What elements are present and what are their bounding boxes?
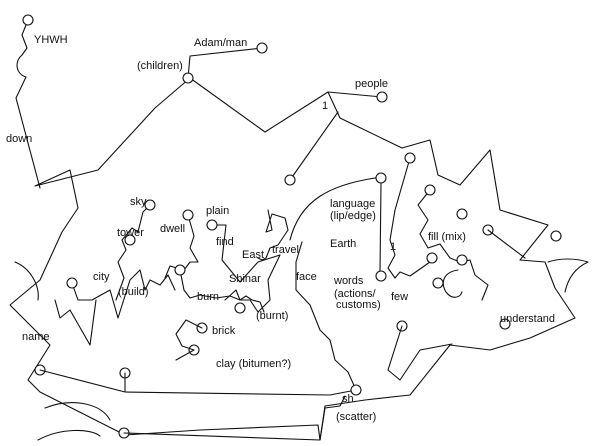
label-few: few <box>391 291 408 303</box>
label-burnt: (burnt) <box>256 310 288 322</box>
fill-node-c[interactable] <box>456 254 468 266</box>
right-lower-node[interactable] <box>432 277 444 289</box>
label-lip-edge: (lip/edge) <box>330 210 376 222</box>
burnt-node[interactable] <box>234 302 246 314</box>
few-top-node[interactable] <box>404 152 416 164</box>
label-yhwh: YHWH <box>34 34 68 46</box>
words-node[interactable] <box>375 270 387 282</box>
label-language: language <box>330 198 375 210</box>
fill-node-a[interactable] <box>424 184 436 196</box>
bottom-left-curve-b <box>37 429 101 441</box>
label-east: East <box>242 249 264 261</box>
label-brick: brick <box>212 325 236 337</box>
label-city: city <box>93 271 110 283</box>
language-curve <box>289 177 376 241</box>
label-scatter: (scatter) <box>336 411 376 423</box>
label-actions: (actions/ <box>334 288 377 300</box>
label-plain: plain <box>206 205 229 217</box>
label-adam: Adam/man <box>194 37 247 49</box>
label-face: face <box>296 271 317 283</box>
city-node[interactable] <box>66 277 78 289</box>
few-right-node[interactable] <box>426 252 438 264</box>
label-name: name <box>22 331 50 343</box>
label-earth-rest: arth <box>337 238 356 250</box>
right-hook <box>547 258 589 293</box>
few-line <box>387 157 431 279</box>
burn-line <box>179 269 265 313</box>
label-burn: burn <box>197 291 219 303</box>
label-earth-initial: E <box>330 238 337 250</box>
shinar-line <box>224 254 281 313</box>
label-one-top: 1 <box>322 100 328 112</box>
people-line <box>327 91 383 98</box>
understand-node[interactable] <box>499 318 511 330</box>
travel-line <box>257 209 289 261</box>
fill-diagonal-line <box>487 229 526 259</box>
language-node[interactable] <box>375 172 387 184</box>
label-shinar: Shinar <box>229 273 261 285</box>
adam-line <box>187 47 263 79</box>
face-line <box>295 241 357 391</box>
one-top-line <box>289 111 339 181</box>
label-one-mid: 1 <box>390 241 396 253</box>
label-words: words <box>333 275 364 287</box>
label-tower: tower <box>117 227 144 239</box>
scatter-line <box>123 395 346 441</box>
left-top-curve <box>14 261 39 301</box>
label-understand: understand <box>500 313 555 325</box>
label-children: (children) <box>137 60 183 72</box>
dwell-line <box>164 214 199 279</box>
label-sky: sky <box>130 196 147 208</box>
language-line <box>374 174 386 273</box>
label-earth: Earth <box>330 238 356 250</box>
outer-boundary-line <box>9 77 576 441</box>
right-upper-node[interactable] <box>550 230 562 242</box>
tower-node[interactable] <box>124 234 136 246</box>
fill-line <box>417 189 489 301</box>
label-sh: sh <box>342 393 354 405</box>
sky-node[interactable] <box>144 199 156 211</box>
children-node[interactable] <box>182 72 194 84</box>
build-line <box>54 299 97 346</box>
plain-node[interactable] <box>206 219 218 231</box>
sky-tower-line <box>115 204 151 301</box>
one-top-node[interactable] <box>284 174 296 186</box>
dwell-node[interactable] <box>182 209 194 221</box>
label-find: find <box>216 236 234 248</box>
fill-node-b[interactable] <box>456 208 468 220</box>
city-line <box>71 269 176 319</box>
right-mid-curve <box>442 269 463 298</box>
label-down: down <box>6 133 32 145</box>
adam-node[interactable] <box>256 42 268 54</box>
label-customs: customs) <box>336 299 381 311</box>
burn-node[interactable] <box>174 264 186 276</box>
label-people: people <box>355 78 388 90</box>
brick-line <box>175 319 203 361</box>
label-dwell: dwell <box>160 223 185 235</box>
yhwh-node[interactable] <box>22 14 34 26</box>
mid-right-line <box>387 325 453 381</box>
yhwh-line <box>15 19 41 189</box>
label-clay: clay (bitumen?) <box>216 358 291 370</box>
plain-line <box>211 224 241 283</box>
people-node[interactable] <box>376 91 388 103</box>
name-line <box>39 369 126 393</box>
sh-node[interactable] <box>350 384 362 396</box>
clay-sh-line <box>124 372 357 396</box>
label-build: (build) <box>118 286 149 298</box>
label-travel: travel <box>272 244 299 256</box>
label-fill: fill (mix) <box>428 231 466 243</box>
bottom-left-curve-a <box>44 402 111 421</box>
